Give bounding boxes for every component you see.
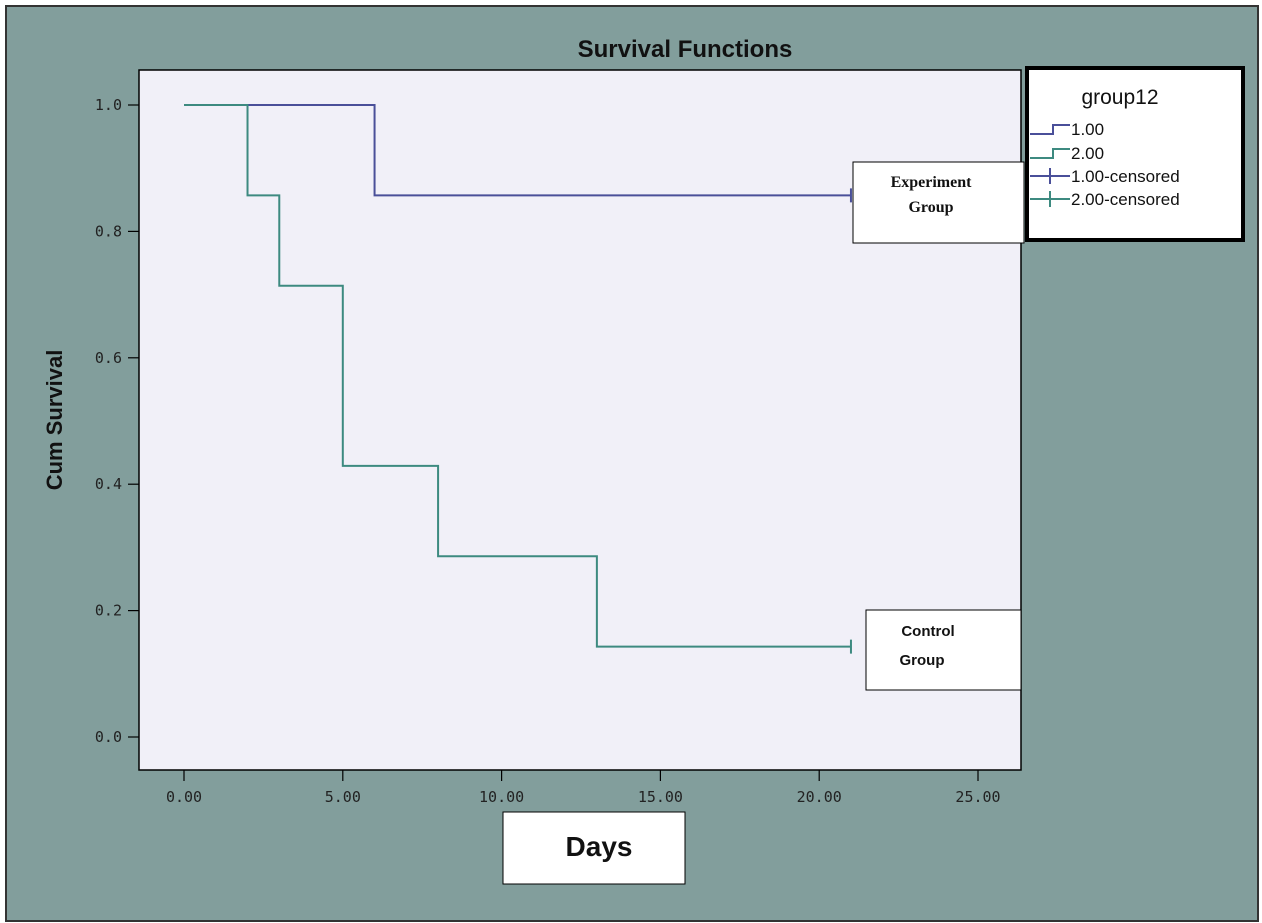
series-line-1 (184, 104, 851, 197)
chart-title: Survival Functions (578, 36, 793, 63)
series-line-2 (184, 104, 851, 648)
y-tick-label: 0.2 (95, 602, 122, 620)
x-axis-ticks: 0.00 5.00 10.00 15.00 20.00 25.00 (166, 770, 1001, 806)
legend-swatch-censor-1 (1030, 168, 1070, 184)
legend-entry-4: 2.00-censored (1071, 190, 1180, 209)
annotation-box-experiment (852, 161, 1025, 244)
annotation-experiment-line1: Experiment (891, 174, 973, 191)
y-axis-ticks: 0.0 0.2 0.4 0.6 0.8 1.0 (95, 96, 139, 746)
legend-entry-1: 1.00 (1071, 120, 1104, 139)
y-axis-label: Cum Survival (42, 350, 67, 491)
y-tick-label: 0.0 (95, 728, 122, 746)
y-tick-label: 0.4 (95, 475, 122, 493)
annotation-control-line1: Control (901, 623, 954, 640)
annotation-experiment-line2: Group (908, 199, 953, 216)
annotation-control-line2: Group (900, 652, 945, 669)
x-tick-label: 5.00 (325, 788, 361, 806)
x-tick-label: 0.00 (166, 788, 202, 806)
x-tick-label: 25.00 (955, 788, 1000, 806)
y-tick-label: 0.6 (95, 349, 122, 367)
legend-entry-2: 2.00 (1071, 144, 1104, 163)
legend-title: group12 (1081, 86, 1158, 109)
annotation-box-control (865, 609, 1022, 691)
legend-swatch-step-2 (1030, 148, 1070, 159)
x-axis-label-box (502, 811, 686, 885)
y-tick-label: 1.0 (95, 96, 122, 114)
legend-swatch-censor-2 (1030, 191, 1070, 207)
x-axis-label: Days (566, 831, 633, 862)
x-tick-label: 20.00 (797, 788, 842, 806)
legend-swatch-step-1 (1030, 124, 1070, 135)
series-layer (184, 104, 852, 654)
legend-box (1025, 66, 1245, 242)
legend-entry-3: 1.00-censored (1071, 167, 1180, 186)
x-tick-label: 10.00 (479, 788, 524, 806)
x-tick-label: 15.00 (638, 788, 683, 806)
y-tick-label: 0.8 (95, 222, 122, 240)
legend: group12 1.00 2.00 1.00-censored 2.00-cen… (1025, 66, 1245, 242)
